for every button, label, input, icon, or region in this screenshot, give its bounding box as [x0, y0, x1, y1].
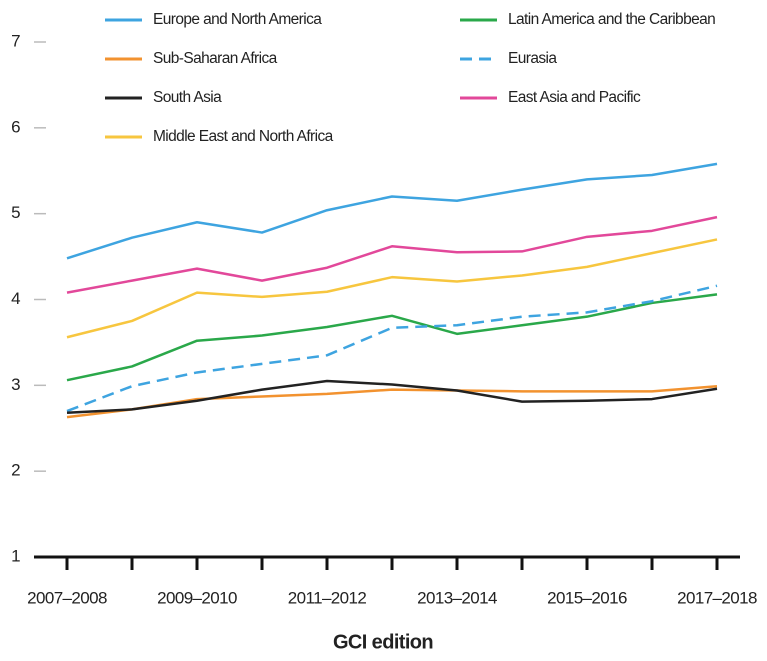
y-tick-label: 4 [11, 289, 20, 308]
x-tick-label: 2013–2014 [417, 588, 497, 607]
legend-label: East Asia and Pacific [508, 89, 641, 106]
series-line [66, 384, 718, 419]
y-tick-label: 6 [11, 117, 20, 136]
x-tick-label: 2007–2008 [27, 588, 107, 607]
x-tick-label: 2017–2018 [677, 588, 757, 607]
legend-label: South Asia [153, 89, 222, 106]
series-line [66, 293, 718, 382]
legend-label: Latin America and the Caribbean [508, 11, 715, 28]
x-axis-label: GCI edition [333, 631, 433, 653]
y-tick-label: 3 [11, 375, 20, 394]
series-line [66, 215, 718, 294]
series-line [66, 284, 718, 413]
x-tick-label: 2015–2016 [547, 588, 627, 607]
y-tick-label: 7 [11, 31, 20, 50]
y-tick-label: 1 [11, 546, 20, 565]
legend-label: Sub-Saharan Africa [153, 50, 278, 67]
y-tick-label: 2 [11, 461, 20, 480]
series-line [66, 379, 718, 415]
x-tick-label: 2011–2012 [288, 588, 367, 607]
legend-label: Europe and North America [153, 11, 322, 28]
x-tick-label: 2009–2010 [157, 588, 237, 607]
y-tick-label: 5 [11, 203, 20, 222]
series-line [66, 162, 718, 260]
series-line [66, 238, 718, 339]
legend-label: Middle East and North Africa [153, 128, 334, 145]
legend-label: Eurasia [508, 50, 557, 67]
